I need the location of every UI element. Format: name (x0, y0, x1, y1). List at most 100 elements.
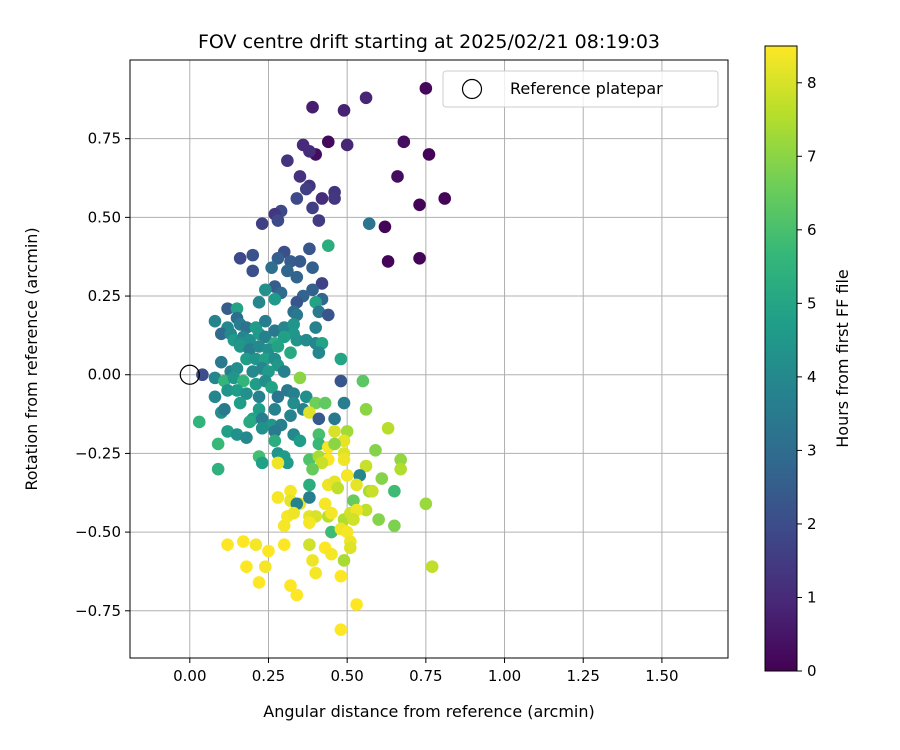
data-point (221, 302, 234, 315)
data-point (306, 462, 319, 476)
data-point (413, 251, 426, 265)
data-point (356, 374, 370, 388)
data-point (328, 437, 341, 451)
data-point (394, 462, 407, 476)
data-point (350, 478, 363, 492)
data-point (425, 560, 439, 574)
data-point (328, 412, 341, 426)
data-point (246, 264, 260, 278)
data-point (249, 352, 263, 366)
data-point (312, 428, 326, 441)
data-point (233, 251, 247, 265)
y-axis-label: Rotation from reference (arcmin) (22, 227, 41, 490)
data-point (214, 327, 228, 341)
legend: Reference platepar (442, 70, 719, 108)
data-point (306, 283, 319, 297)
data-point (259, 314, 272, 328)
data-point (293, 255, 307, 268)
data-point (419, 497, 433, 511)
data-point (312, 412, 326, 426)
data-point (240, 431, 253, 444)
data-point (303, 406, 316, 419)
data-point (299, 390, 313, 404)
data-point (271, 340, 285, 353)
data-point (290, 588, 304, 602)
data-point (221, 384, 234, 397)
data-point (211, 437, 225, 451)
data-point (366, 484, 379, 498)
data-point (303, 242, 316, 256)
data-point (315, 277, 329, 290)
data-point (362, 217, 376, 230)
data-point (337, 554, 351, 567)
legend-box (442, 70, 719, 108)
y-tick-label: 0.25 (88, 287, 121, 305)
data-point (306, 554, 319, 567)
colorbar-gradient (764, 45, 798, 672)
data-point (233, 396, 247, 410)
data-point (321, 239, 335, 252)
data-point (337, 453, 351, 467)
data-point (438, 192, 452, 205)
data-point (277, 330, 291, 344)
data-point (325, 506, 338, 520)
legend-entry-reference-platepar: Reference platepar (510, 79, 663, 98)
data-point (281, 264, 294, 278)
scatter-points (192, 82, 452, 636)
data-point (277, 365, 291, 378)
data-point (303, 516, 316, 529)
data-point (252, 296, 266, 309)
data-point (350, 598, 363, 611)
data-point (271, 491, 285, 504)
data-point (309, 396, 322, 410)
data-point (306, 201, 319, 215)
y-tick-label: 0.50 (88, 208, 121, 226)
data-point (312, 214, 326, 227)
chart-title: FOV centre drift starting at 2025/02/21 … (198, 31, 660, 53)
data-point (334, 374, 348, 388)
data-point (259, 283, 272, 297)
colorbar-tick-label: 1 (807, 588, 817, 606)
data-point (287, 318, 300, 331)
y-tick-label: 0.00 (88, 366, 121, 384)
data-point (290, 333, 304, 347)
data-point (378, 220, 392, 234)
data-point (259, 560, 272, 574)
colorbar-tick-label: 0 (807, 662, 817, 680)
data-point (413, 198, 426, 212)
data-point (337, 104, 351, 117)
data-point (287, 396, 300, 410)
data-point (359, 459, 373, 473)
colorbar-label: Hours from first FF file (833, 269, 852, 448)
data-point (321, 135, 335, 149)
x-tick-label: 0.25 (252, 667, 285, 685)
data-point (240, 352, 253, 366)
data-point (359, 91, 373, 105)
data-point (303, 144, 316, 158)
data-point (208, 314, 222, 328)
data-point (318, 396, 332, 410)
data-point (221, 538, 234, 551)
data-point (290, 270, 304, 284)
colorbar-tick-label: 7 (807, 147, 817, 165)
data-point (303, 538, 316, 551)
data-point (325, 547, 338, 561)
data-point (347, 513, 360, 526)
data-point (340, 469, 354, 482)
data-point (243, 415, 256, 429)
colorbar-tick-label: 6 (807, 221, 817, 239)
data-point (268, 434, 282, 448)
data-point (394, 453, 407, 467)
x-axis-label: Angular distance from reference (arcmin) (263, 702, 594, 721)
data-point (259, 330, 272, 344)
x-tick-label: 1.50 (645, 667, 678, 685)
y-tick-label: −0.25 (75, 444, 121, 462)
data-point (388, 484, 401, 498)
data-point (265, 381, 278, 394)
data-point (306, 261, 319, 275)
data-point (218, 403, 231, 416)
data-point (293, 434, 307, 448)
data-point (381, 255, 395, 268)
